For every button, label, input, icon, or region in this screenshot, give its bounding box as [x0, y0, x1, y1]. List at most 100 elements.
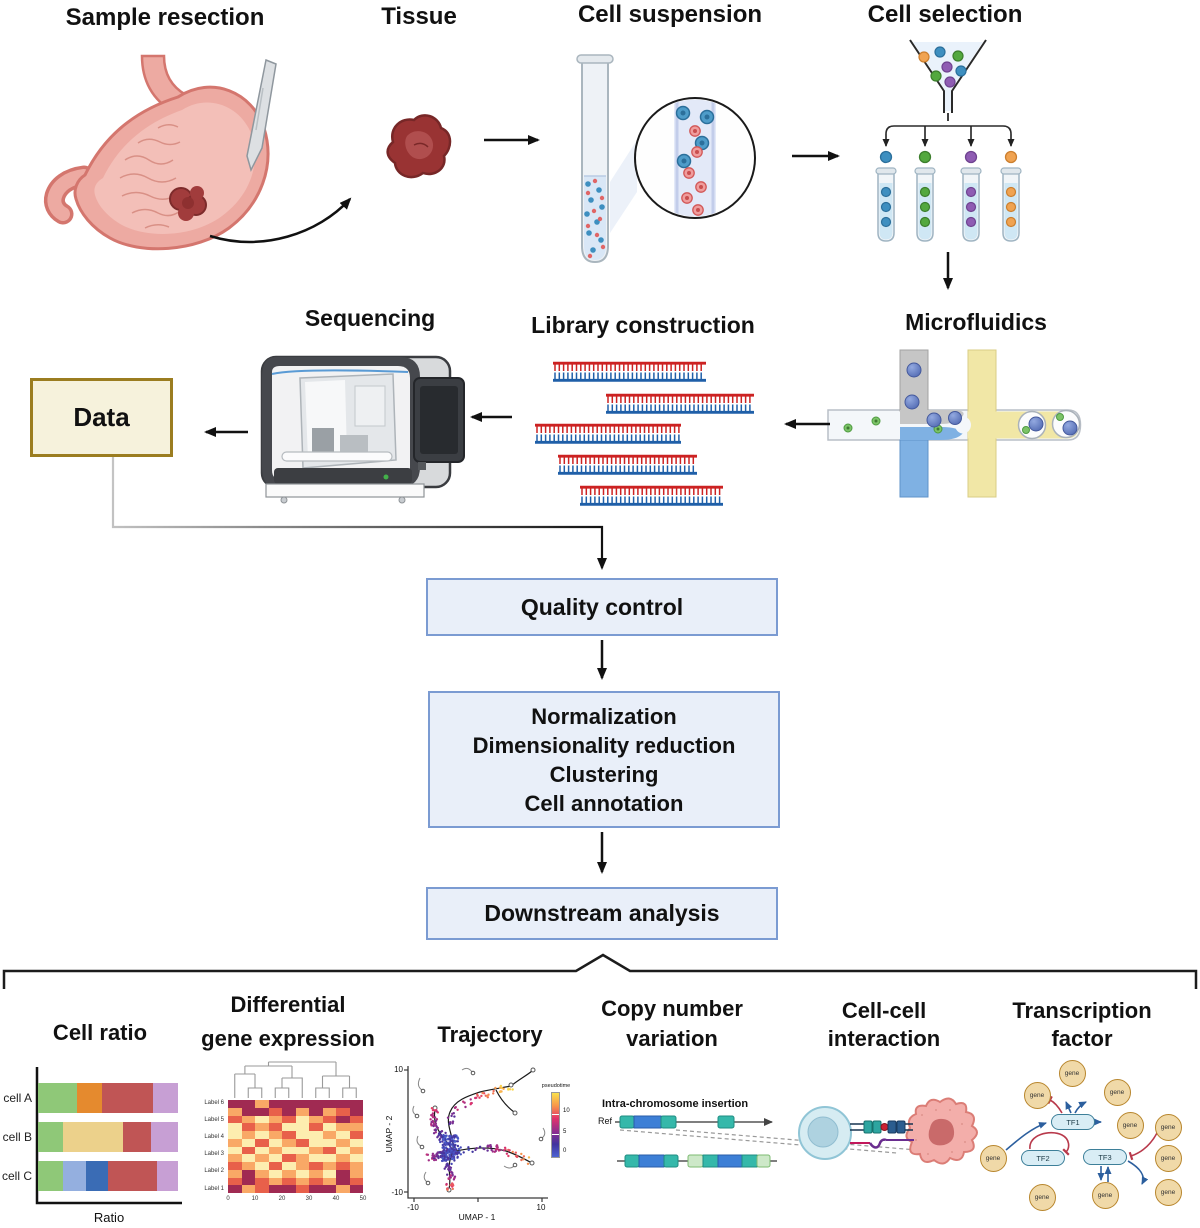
dna-library-illustration — [535, 361, 754, 506]
ratio-bar-segment — [157, 1161, 179, 1191]
heatmap-cell — [282, 1115, 296, 1124]
ratio-bar-segment — [152, 1083, 179, 1113]
label-cell-selection: Cell selection — [867, 1, 1023, 28]
gene-label: gene — [1160, 1123, 1176, 1131]
ratio-bar — [38, 1122, 178, 1152]
gene-label: gene — [1064, 1069, 1080, 1077]
tf-label: TF2 — [1036, 1153, 1050, 1163]
processing-box: Normalization Dimensionality reduction C… — [428, 691, 780, 828]
panel-title-cellcell-2: interaction — [827, 1026, 941, 1051]
quality-control-box: Quality control — [426, 578, 778, 636]
heatmap-row-label: Label 6 — [204, 1099, 224, 1106]
colorbar-tick-0: 0 — [563, 1148, 567, 1154]
gene-node: gene — [1091, 1181, 1119, 1209]
tf-network-arrows — [1005, 1095, 1158, 1185]
heatmap-cell — [282, 1100, 296, 1108]
downstream-box: Downstream analysis — [426, 887, 778, 940]
heatmap-cell — [309, 1100, 323, 1108]
tf-node-2: TF2 — [1021, 1150, 1065, 1166]
panel-title-dge-2: gene expression — [201, 1026, 375, 1051]
heatmap-cell — [282, 1154, 296, 1162]
ratio-category-label: cell C — [1, 1169, 32, 1183]
colorbar-tick-line — [551, 1114, 559, 1115]
heatmap-cell — [336, 1107, 350, 1116]
ratio-bar-segment — [77, 1083, 103, 1113]
heatmap-x-tick: 30 — [305, 1196, 313, 1202]
ratio-bar-segment — [63, 1122, 124, 1152]
colorbar-tick-line — [551, 1134, 559, 1135]
scatter-points — [425, 1084, 531, 1192]
heatmap-cell — [336, 1169, 350, 1178]
sequencer-illustration — [260, 355, 465, 504]
data-box-label: Data — [73, 402, 130, 432]
heatmap-cell — [268, 1185, 282, 1193]
gene-label: gene — [1029, 1091, 1045, 1099]
heatmap-cell — [228, 1100, 242, 1108]
heatmap-cell — [349, 1131, 363, 1139]
heatmap-cell — [336, 1123, 350, 1131]
label-sequencing: Sequencing — [304, 305, 436, 331]
heatmap-row-label: Label 5 — [204, 1116, 224, 1123]
heatmap-cell — [268, 1177, 282, 1186]
gene-label: gene — [1160, 1154, 1176, 1162]
heatmap-cell — [336, 1100, 350, 1108]
heatmap-cell — [268, 1138, 282, 1147]
heatmap-cell — [336, 1138, 350, 1147]
cell-selection-illustration — [875, 39, 1022, 242]
heatmap-cell — [322, 1185, 336, 1193]
scalpel-icon — [246, 58, 277, 173]
processing-line: Dimensionality reduction — [472, 732, 736, 758]
ratio-bar-segment — [151, 1122, 178, 1152]
heatmap-cell — [322, 1138, 336, 1147]
ratio-bar-segment — [123, 1122, 152, 1152]
heatmap-cell — [349, 1154, 363, 1162]
heatmap-cell — [309, 1177, 323, 1186]
heatmap-cell — [349, 1138, 363, 1147]
dge-heatmap — [228, 1100, 363, 1193]
heatmap-cell — [295, 1115, 309, 1124]
heatmap-cell — [295, 1177, 309, 1186]
trajectory-plot — [404, 1066, 548, 1202]
heatmap-cell — [309, 1154, 323, 1162]
heatmap-cell — [255, 1107, 269, 1116]
heatmap-cell — [255, 1162, 269, 1170]
heatmap-x-tick: 50 — [359, 1196, 367, 1202]
heatmap-cell — [241, 1123, 255, 1131]
heatmap-cell — [228, 1154, 242, 1162]
heatmap-cell — [295, 1154, 309, 1162]
gene-node: gene — [1154, 1144, 1182, 1172]
quality-control-label: Quality control — [520, 593, 684, 620]
ratio-category-label: cell B — [2, 1130, 32, 1144]
gene-label: gene — [1160, 1188, 1176, 1196]
heatmap-cell — [228, 1115, 242, 1124]
heatmap-cell — [322, 1123, 336, 1131]
trajectory-colorbar — [550, 1092, 560, 1158]
heatmap-cell — [241, 1131, 255, 1139]
ratio-bar-segment — [63, 1161, 86, 1191]
panel-title-tf-1: Transcription — [1012, 998, 1152, 1023]
traj-colorbar-label: pseudotime — [541, 1083, 571, 1089]
heatmap-x-tick: 0 — [226, 1196, 230, 1202]
heatmap-cell — [228, 1131, 242, 1139]
heatmap-cell — [349, 1107, 363, 1116]
heatmap-cell — [295, 1123, 309, 1131]
heatmap-cell — [295, 1185, 309, 1193]
gene-node: gene — [1154, 1113, 1182, 1141]
heatmap-cell — [349, 1146, 363, 1155]
heatmap-cell — [255, 1154, 269, 1162]
heatmap-cell — [322, 1100, 336, 1108]
heatmap-cell — [295, 1131, 309, 1139]
heatmap-cell — [282, 1146, 296, 1155]
panel-title-cellcell-1: Cell-cell — [841, 998, 927, 1023]
heatmap-cell — [309, 1107, 323, 1116]
heatmap-cell — [282, 1107, 296, 1116]
heatmap-cell — [349, 1100, 363, 1108]
ratio-bar — [38, 1161, 179, 1191]
heatmap-cell — [255, 1177, 269, 1186]
heatmap-cell — [322, 1131, 336, 1139]
heatmap-cell — [228, 1185, 242, 1193]
cnv-diagram — [615, 1115, 954, 1168]
heatmap-cell — [241, 1154, 255, 1162]
heatmap-cell — [241, 1185, 255, 1193]
heatmap-cell — [349, 1169, 363, 1178]
